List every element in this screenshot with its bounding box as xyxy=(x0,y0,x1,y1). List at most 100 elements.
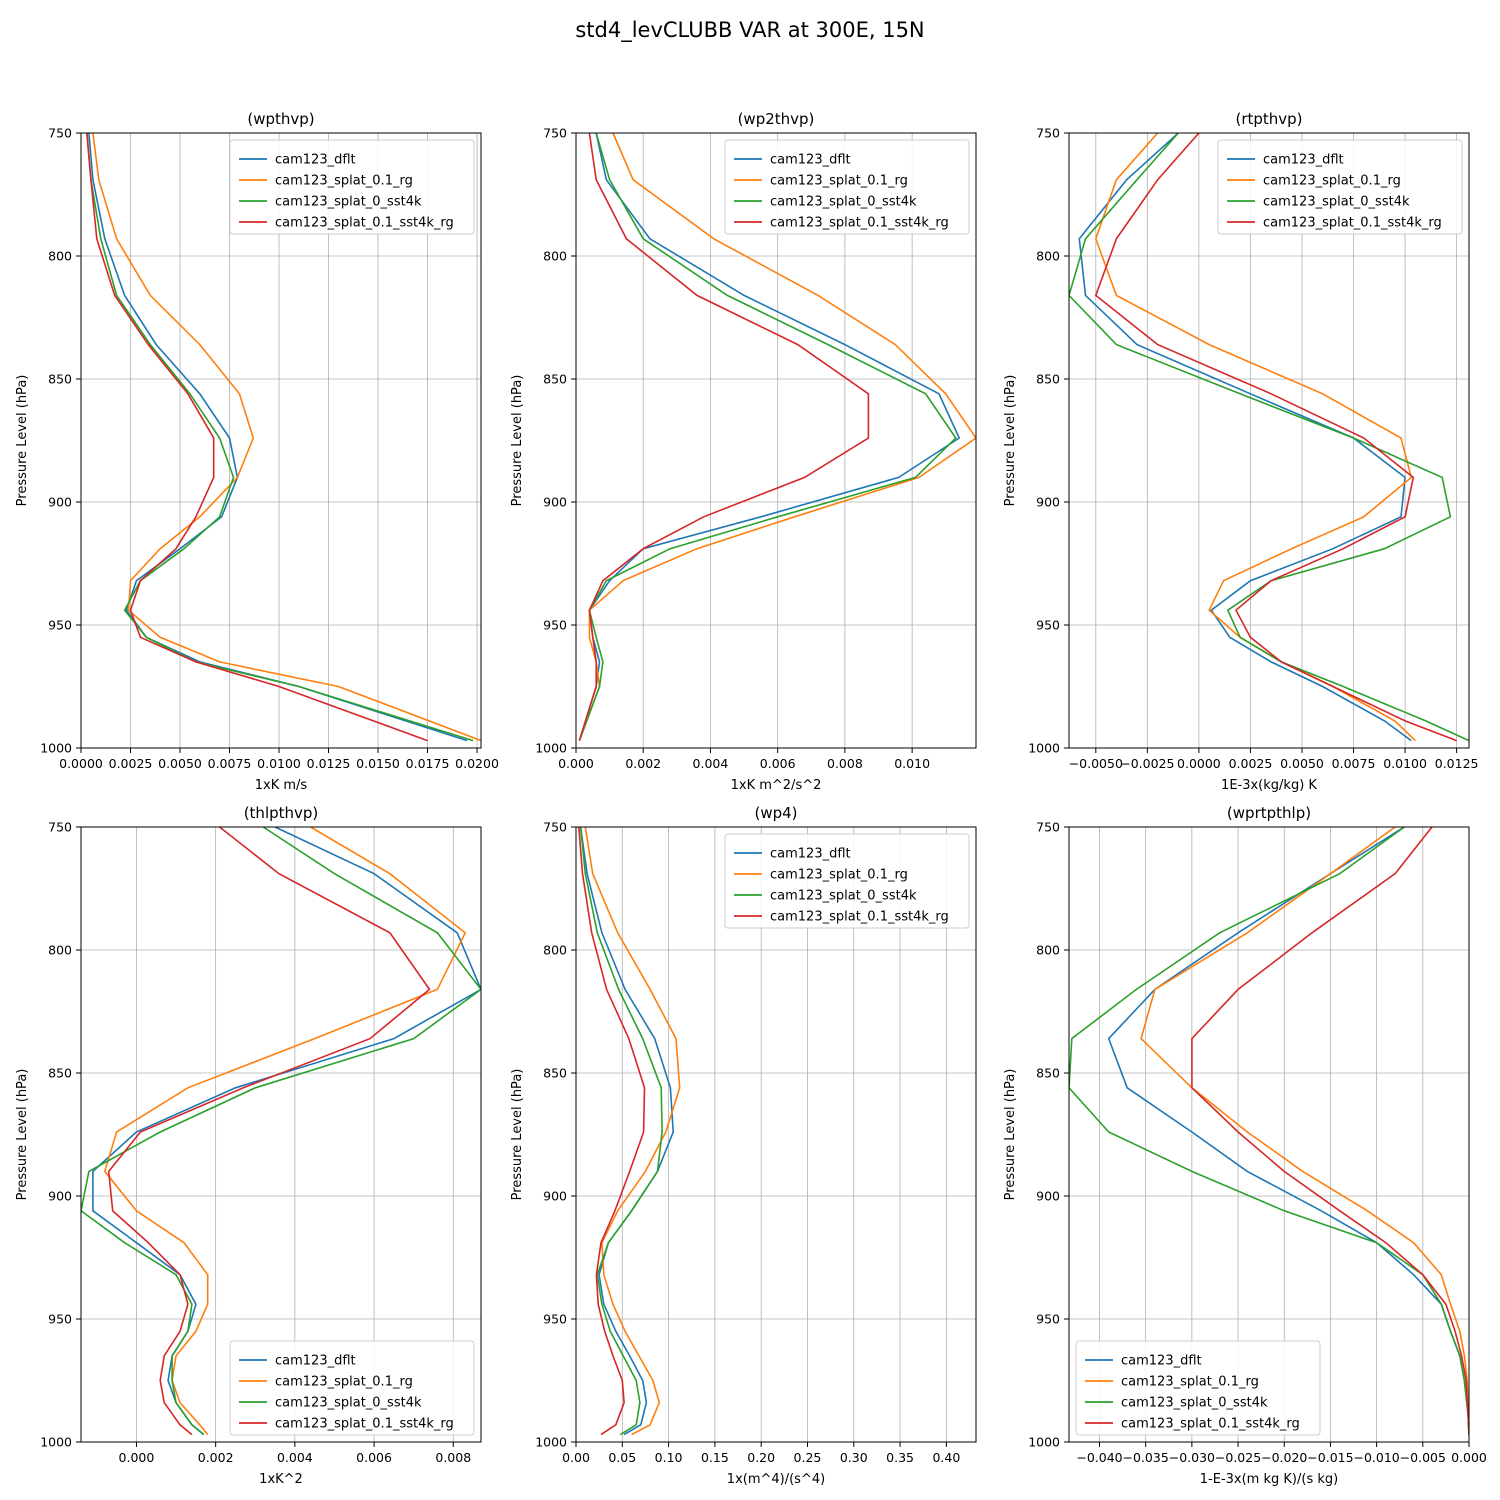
x-tick-label: 0.00 xyxy=(562,1450,590,1465)
x-tick-label: 0.0150 xyxy=(356,756,400,771)
x-tick-label: 0.0025 xyxy=(109,756,153,771)
series-line-cam123_splat_0.1_rg xyxy=(578,133,976,741)
y-tick-label: 950 xyxy=(1036,1312,1060,1327)
y-tick-label: 1000 xyxy=(1028,1435,1060,1450)
legend: cam123_dflt cam123_splat_0.1_rg cam123_spl… xyxy=(229,139,475,235)
x-tick-label: 0.30 xyxy=(840,1450,868,1465)
subplot-4: 0.000 0.002 0.004 0.006 0.008 750 800 850 900 950… xyxy=(15,804,482,1487)
legend: cam123_dflt cam123_splat_0.1_rg cam123_spl… xyxy=(1075,1340,1321,1436)
series-line-cam123_splat_0.1_sst4k_rg xyxy=(86,133,428,742)
legend-label: cam123_splat_0.1_sst4k_rg xyxy=(770,216,949,231)
y-tick-label: 1000 xyxy=(40,1435,72,1450)
x-tick-label: −0.035 xyxy=(1123,1450,1169,1465)
y-tick-label: 900 xyxy=(1036,495,1060,510)
y-axis-label: Pressure Level (hPa) xyxy=(15,1069,30,1201)
x-tick-label: 0.20 xyxy=(747,1450,775,1465)
y-tick-label: 850 xyxy=(1036,1066,1060,1081)
legend-label: cam123_splat_0.1_rg xyxy=(275,1375,413,1390)
y-tick-label: 800 xyxy=(48,249,72,264)
x-tick-label: 0.002 xyxy=(198,1450,234,1465)
x-axis-label: 1x(m^4)/(s^4) xyxy=(727,1472,825,1487)
x-tick-label: −0.020 xyxy=(1261,1450,1307,1465)
y-tick-label: 750 xyxy=(48,126,72,141)
x-tick-label: −0.0025 xyxy=(1120,756,1174,771)
y-tick-label: 850 xyxy=(48,1066,72,1081)
y-tick-label: 850 xyxy=(1036,372,1060,387)
x-tick-label: 0.008 xyxy=(435,1450,471,1465)
legend-label: cam123_dflt xyxy=(770,847,851,862)
subplot-title: (wprtpthlp) xyxy=(1227,804,1311,822)
series-line-cam123_dflt xyxy=(92,827,481,1436)
x-tick-label: 0.006 xyxy=(760,756,796,771)
x-tick-label: 0.0200 xyxy=(455,756,499,771)
x-tick-label: −0.005 xyxy=(1400,1450,1446,1465)
series-line-cam123_splat_0.1_sst4k_rg xyxy=(578,827,646,1436)
y-tick-label: 850 xyxy=(543,1066,567,1081)
legend-label: cam123_splat_0_sst4k xyxy=(1263,195,1410,210)
legend-label: cam123_splat_0_sst4k xyxy=(275,1396,422,1411)
x-tick-label: 0.006 xyxy=(356,1450,392,1465)
x-tick-label: 0.000 xyxy=(119,1450,155,1465)
x-tick-label: 0.0075 xyxy=(208,756,252,771)
x-tick-label: 0.000 xyxy=(558,756,594,771)
legend-label: cam123_splat_0_sst4k xyxy=(770,195,917,210)
legend-label: cam123_splat_0_sst4k xyxy=(770,889,917,904)
y-tick-label: 750 xyxy=(1036,126,1060,141)
series-line-cam123_splat_0_sst4k xyxy=(579,827,663,1436)
x-tick-label: 0.10 xyxy=(655,1450,683,1465)
legend-label: cam123_dflt xyxy=(275,153,356,168)
y-tick-label: 950 xyxy=(543,1312,567,1327)
axes-frame xyxy=(1068,826,1470,1443)
y-tick-label: 900 xyxy=(1036,1189,1060,1204)
y-tick-label: 800 xyxy=(1036,943,1060,958)
x-axis-label: 1xK^2 xyxy=(259,1472,303,1487)
legend-label: cam123_splat_0_sst4k xyxy=(1121,1396,1268,1411)
legend: cam123_dflt cam123_splat_0.1_rg cam123_spl… xyxy=(724,139,970,235)
x-tick-label: 0.0175 xyxy=(406,756,450,771)
x-tick-label: 0.0000 xyxy=(59,756,103,771)
y-tick-label: 1000 xyxy=(1028,741,1060,756)
x-tick-label: 0.05 xyxy=(608,1450,636,1465)
y-tick-label: 850 xyxy=(543,372,567,387)
y-tick-label: 1000 xyxy=(535,1435,567,1450)
y-tick-label: 750 xyxy=(543,820,567,835)
legend-label: cam123_dflt xyxy=(1121,1354,1202,1369)
legend-label: cam123_dflt xyxy=(275,1354,356,1369)
x-tick-label: 0.0000 xyxy=(1177,756,1221,771)
subplot-2: 0.000 0.002 0.004 0.006 0.008 0.010 750 800 850 9… xyxy=(510,110,977,793)
x-tick-label: 0.0125 xyxy=(307,756,351,771)
x-tick-label: −0.030 xyxy=(1169,1450,1215,1465)
x-tick-label: −0.010 xyxy=(1353,1450,1399,1465)
x-tick-label: 0.010 xyxy=(894,756,930,771)
series-line-cam123_splat_0.1_rg xyxy=(584,827,681,1436)
series-line-cam123_splat_0.1_sst4k_rg xyxy=(107,827,431,1436)
series-line-cam123_splat_0_sst4k xyxy=(81,827,481,1436)
x-axis-label: 1xK m^2/s^2 xyxy=(731,778,822,793)
x-tick-label: 0.0025 xyxy=(1229,756,1273,771)
x-axis-label: 1E-3x(kg/kg) K xyxy=(1221,778,1317,793)
legend-label: cam123_splat_0.1_sst4k_rg xyxy=(275,216,454,231)
x-tick-label: −0.0050 xyxy=(1069,756,1123,771)
y-tick-label: 750 xyxy=(1036,820,1060,835)
legend-box xyxy=(724,833,970,929)
legend: cam123_dflt cam123_splat_0.1_rg cam123_spl… xyxy=(724,833,970,929)
axes-frame xyxy=(80,826,482,1443)
x-tick-label: 0.000 xyxy=(1451,1450,1487,1465)
x-tick-label: 0.004 xyxy=(693,756,729,771)
series-line-cam123_splat_0_sst4k xyxy=(578,133,957,741)
series-line-cam123_dflt xyxy=(578,133,961,741)
x-tick-label: 0.15 xyxy=(701,1450,729,1465)
x-tick-label: 0.25 xyxy=(794,1450,822,1465)
series-line-cam123_splat_0_sst4k xyxy=(1069,133,1469,742)
subplot-title: (wpthvp) xyxy=(247,110,314,128)
legend: cam123_dflt cam123_splat_0.1_rg cam123_spl… xyxy=(1217,139,1463,235)
x-tick-label: 0.0075 xyxy=(1332,756,1376,771)
axes-frame xyxy=(575,826,977,1443)
legend-label: cam123_splat_0.1_rg xyxy=(275,174,413,189)
x-tick-label: 0.0050 xyxy=(158,756,202,771)
subplot-title: (thlpthvp) xyxy=(244,804,319,822)
series-line-cam123_splat_0.1_sst4k_rg xyxy=(578,133,870,741)
y-tick-label: 900 xyxy=(543,495,567,510)
series-line-cam123_splat_0_sst4k xyxy=(86,133,474,742)
subplot-title: (rtpthvp) xyxy=(1235,110,1302,128)
